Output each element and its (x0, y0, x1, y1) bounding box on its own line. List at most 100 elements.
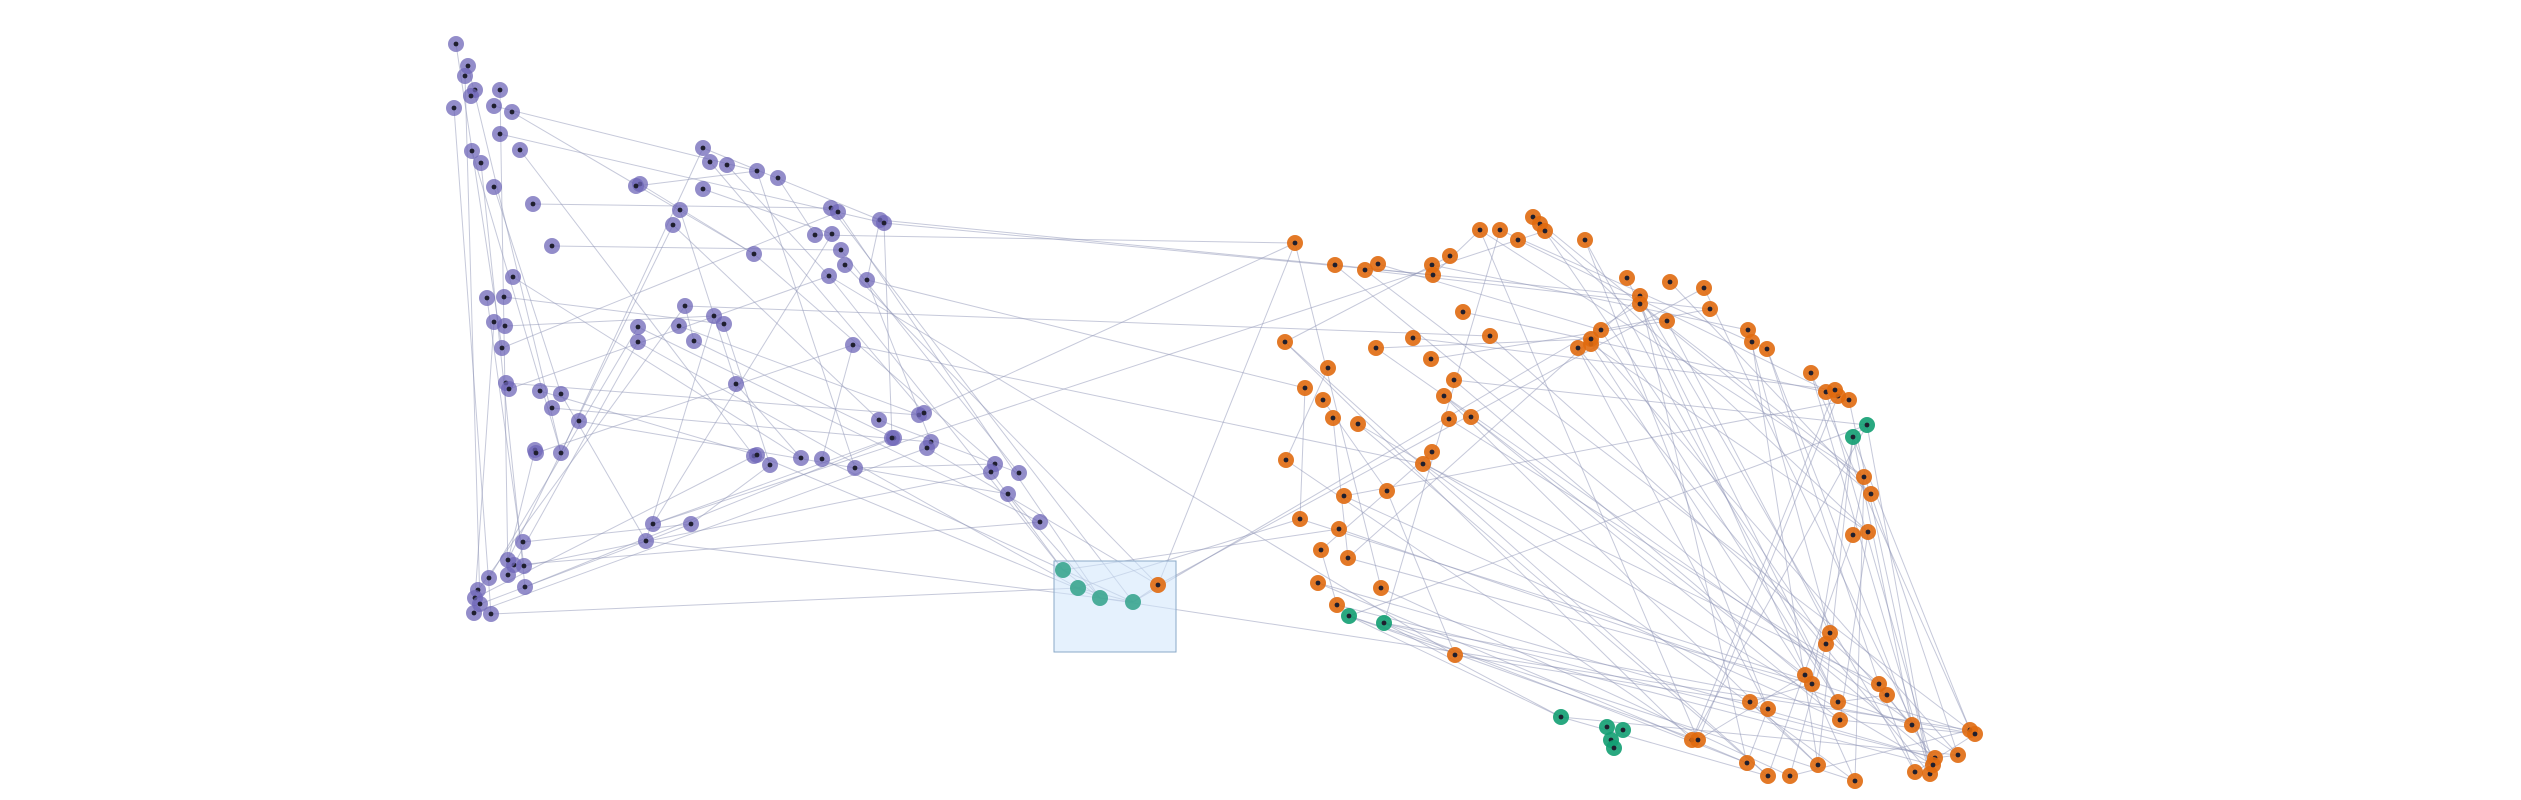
graph-node-cluster-b[interactable] (1436, 388, 1452, 404)
graph-node-cluster-b[interactable] (1287, 235, 1303, 251)
graph-node-cluster-b[interactable] (1759, 341, 1775, 357)
graph-node-cluster-b[interactable] (1329, 597, 1345, 613)
graph-node-cluster-b[interactable] (1742, 694, 1758, 710)
graph-node-cluster-a[interactable] (481, 570, 497, 586)
graph-node-cluster-b[interactable] (1659, 313, 1675, 329)
graph-node-cluster-a[interactable] (749, 447, 765, 463)
graph-node-cluster-a[interactable] (770, 170, 786, 186)
graph-node-cluster-b[interactable] (1424, 444, 1440, 460)
graph-node-cluster-a[interactable] (501, 381, 517, 397)
graph-node-cluster-a[interactable] (504, 104, 520, 120)
graph-node-cluster-b[interactable] (1327, 257, 1343, 273)
graph-node-highlight[interactable] (1599, 719, 1615, 735)
graph-node-cluster-b[interactable] (1925, 757, 1941, 773)
graph-node-cluster-a[interactable] (473, 155, 489, 171)
graph-node-highlight[interactable] (1606, 740, 1622, 756)
graph-node-cluster-b[interactable] (1277, 334, 1293, 350)
graph-node-cluster-b[interactable] (1423, 351, 1439, 367)
graph-node-cluster-b[interactable] (1313, 542, 1329, 558)
graph-node-cluster-a[interactable] (672, 202, 688, 218)
graph-node-cluster-a[interactable] (628, 178, 644, 194)
graph-node-cluster-a[interactable] (638, 533, 654, 549)
graph-node-cluster-b[interactable] (1570, 340, 1586, 356)
graph-node-cluster-a[interactable] (1032, 514, 1048, 530)
graph-node-cluster-b[interactable] (1537, 223, 1553, 239)
graph-node-cluster-b[interactable] (1577, 232, 1593, 248)
graph-node-cluster-a[interactable] (821, 268, 837, 284)
graph-node-selected[interactable] (1125, 594, 1141, 610)
graph-node-highlight[interactable] (1553, 709, 1569, 725)
graph-node-cluster-b[interactable] (1315, 392, 1331, 408)
selection-rectangle[interactable] (1053, 560, 1177, 653)
graph-node-cluster-a[interactable] (500, 552, 516, 568)
graph-node-cluster-b[interactable] (1967, 726, 1983, 742)
graph-node-cluster-a[interactable] (686, 333, 702, 349)
graph-node-cluster-b[interactable] (1482, 328, 1498, 344)
graph-node-cluster-b[interactable] (1583, 331, 1599, 347)
graph-node-cluster-b[interactable] (1760, 768, 1776, 784)
graph-node-cluster-a[interactable] (457, 68, 473, 84)
graph-node-cluster-b[interactable] (1818, 636, 1834, 652)
graph-node-cluster-a[interactable] (824, 226, 840, 242)
graph-node-cluster-a[interactable] (463, 88, 479, 104)
graph-node-cluster-a[interactable] (845, 337, 861, 353)
graph-node-highlight[interactable] (1341, 608, 1357, 624)
graph-node-cluster-b[interactable] (1803, 365, 1819, 381)
graph-node-cluster-b[interactable] (1907, 764, 1923, 780)
graph-node-cluster-b[interactable] (1441, 411, 1457, 427)
graph-node-cluster-b[interactable] (1860, 524, 1876, 540)
graph-node-cluster-b[interactable] (1446, 372, 1462, 388)
graph-node-cluster-b[interactable] (1350, 416, 1366, 432)
graph-node-cluster-a[interactable] (492, 82, 508, 98)
graph-node-cluster-b[interactable] (1827, 382, 1843, 398)
graph-node-cluster-a[interactable] (916, 405, 932, 421)
graph-node-cluster-a[interactable] (492, 126, 508, 142)
graph-node-cluster-a[interactable] (677, 298, 693, 314)
graph-node-cluster-b[interactable] (1370, 256, 1386, 272)
graph-node-cluster-b[interactable] (1357, 262, 1373, 278)
graph-node-cluster-a[interactable] (544, 238, 560, 254)
graph-node-cluster-a[interactable] (719, 157, 735, 173)
graph-node-cluster-b[interactable] (1782, 768, 1798, 784)
graph-node-cluster-a[interactable] (871, 412, 887, 428)
graph-node-highlight[interactable] (1845, 429, 1861, 445)
graph-node-cluster-a[interactable] (553, 445, 569, 461)
graph-node-cluster-a[interactable] (464, 143, 480, 159)
graph-node-cluster-a[interactable] (515, 534, 531, 550)
graph-node-cluster-a[interactable] (695, 181, 711, 197)
graph-node-cluster-b[interactable] (1841, 392, 1857, 408)
graph-node-cluster-a[interactable] (448, 36, 464, 52)
graph-node-cluster-b[interactable] (1856, 469, 1872, 485)
graph-node-cluster-b[interactable] (1739, 755, 1755, 771)
graph-node-highlight[interactable] (1859, 417, 1875, 433)
graph-node-selected[interactable] (1070, 580, 1086, 596)
graph-node-selected[interactable] (1055, 562, 1071, 578)
graph-node-cluster-a[interactable] (671, 318, 687, 334)
graph-node-cluster-b[interactable] (1442, 248, 1458, 264)
graph-node-cluster-a[interactable] (505, 269, 521, 285)
graph-node-cluster-a[interactable] (1011, 465, 1027, 481)
graph-node-cluster-a[interactable] (983, 464, 999, 480)
graph-node-cluster-b[interactable] (1320, 360, 1336, 376)
graph-node-cluster-b[interactable] (1336, 488, 1352, 504)
graph-node-cluster-b[interactable] (1760, 701, 1776, 717)
graph-node-cluster-b[interactable] (1492, 222, 1508, 238)
graph-node-cluster-b[interactable] (1847, 773, 1863, 789)
graph-node-cluster-b[interactable] (1845, 527, 1861, 543)
graph-node-cluster-a[interactable] (496, 289, 512, 305)
graph-node-cluster-a[interactable] (695, 140, 711, 156)
graph-node-cluster-a[interactable] (814, 451, 830, 467)
graph-node-cluster-b[interactable] (1696, 280, 1712, 296)
graph-node-cluster-a[interactable] (512, 142, 528, 158)
graph-node-cluster-b[interactable] (1463, 409, 1479, 425)
graph-node-cluster-a[interactable] (525, 196, 541, 212)
graph-node-cluster-b[interactable] (1292, 511, 1308, 527)
graph-node-cluster-a[interactable] (876, 215, 892, 231)
graph-node-cluster-a[interactable] (884, 430, 900, 446)
graph-node-cluster-a[interactable] (517, 579, 533, 595)
graph-node-cluster-a[interactable] (919, 440, 935, 456)
graph-node-cluster-b[interactable] (1879, 687, 1895, 703)
graph-node-selected[interactable] (1150, 577, 1166, 593)
graph-node-cluster-a[interactable] (807, 227, 823, 243)
graph-node-cluster-a[interactable] (847, 460, 863, 476)
